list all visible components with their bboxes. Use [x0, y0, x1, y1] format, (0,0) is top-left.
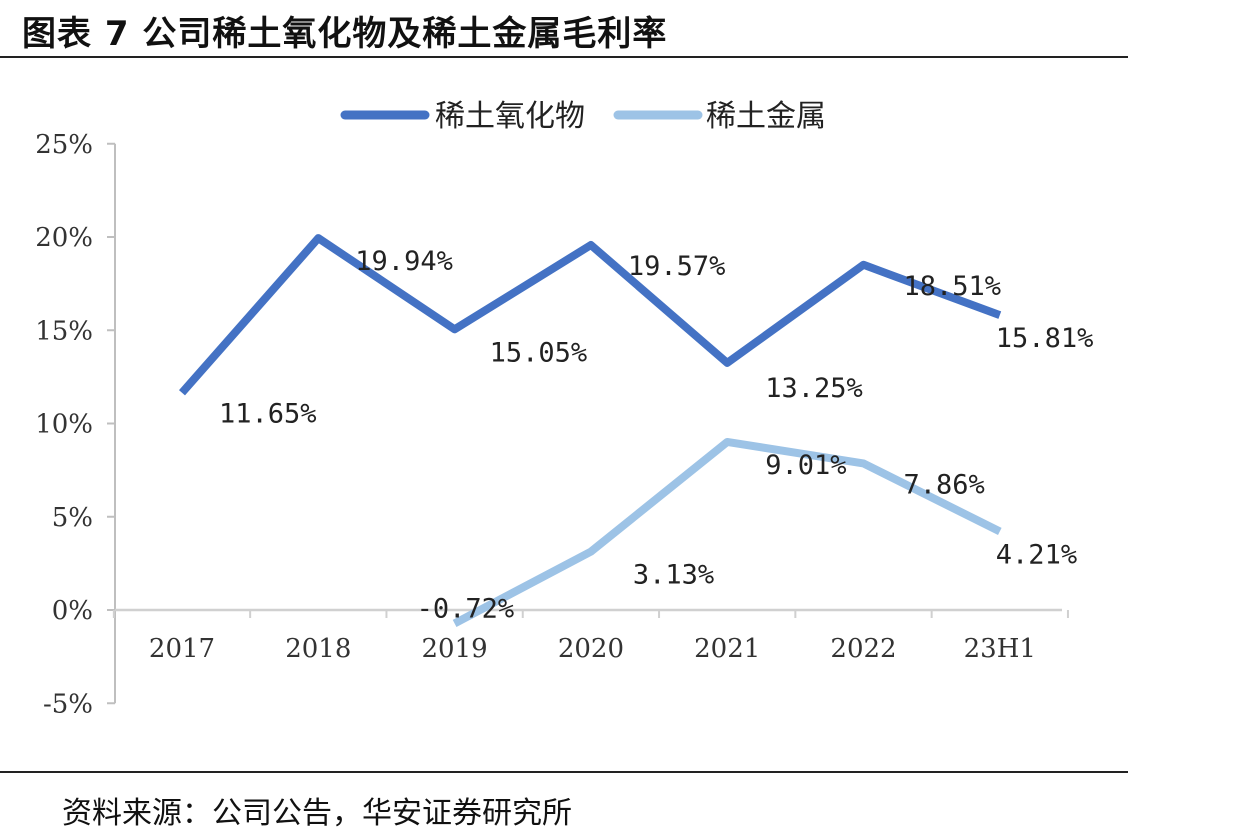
- top-rule: [0, 56, 1128, 58]
- data-label: 15.81%: [996, 323, 1094, 354]
- legend-label-1: 稀土金属: [706, 99, 826, 134]
- chart-title: 图表 7 公司稀土氧化物及稀土金属毛利率: [22, 14, 668, 54]
- x-tick-label: 2020: [558, 634, 624, 664]
- series-line-1: [452, 437, 1002, 627]
- series-line-0: [178, 234, 1002, 396]
- x-tick-label: 23H1: [964, 634, 1036, 664]
- data-label: 3.13%: [633, 560, 714, 591]
- y-tick-label: 25%: [35, 130, 93, 160]
- y-tick-label: -5%: [43, 689, 93, 719]
- y-tick-label: 15%: [35, 316, 93, 346]
- y-tick-label: 0%: [52, 596, 93, 626]
- x-tick-label: 2019: [422, 634, 488, 664]
- data-label: 18.51%: [904, 271, 1002, 302]
- x-tick-label: 2022: [830, 634, 896, 664]
- data-label: 15.05%: [490, 337, 588, 368]
- data-label: 13.25%: [765, 373, 863, 404]
- data-label: 11.65%: [219, 399, 317, 430]
- bottom-rule: [0, 771, 1128, 773]
- x-tick-label: 2021: [694, 634, 760, 664]
- y-tick-label: 5%: [52, 503, 93, 533]
- x-tick-label: 2017: [149, 634, 215, 664]
- data-label: 19.94%: [355, 246, 453, 277]
- data-label: 9.01%: [765, 450, 846, 481]
- x-tick-label: 2018: [285, 634, 351, 664]
- legend-label-0: 稀土氧化物: [435, 99, 585, 134]
- y-tick-label: 20%: [35, 223, 93, 253]
- source-note: 资料来源：公司公告，华安证券研究所: [62, 796, 572, 831]
- data-label: -0.72%: [417, 593, 515, 624]
- y-tick-label: 10%: [35, 410, 93, 440]
- data-label: 7.86%: [904, 469, 985, 500]
- data-label: 4.21%: [996, 539, 1077, 570]
- data-label: 19.57%: [628, 251, 726, 282]
